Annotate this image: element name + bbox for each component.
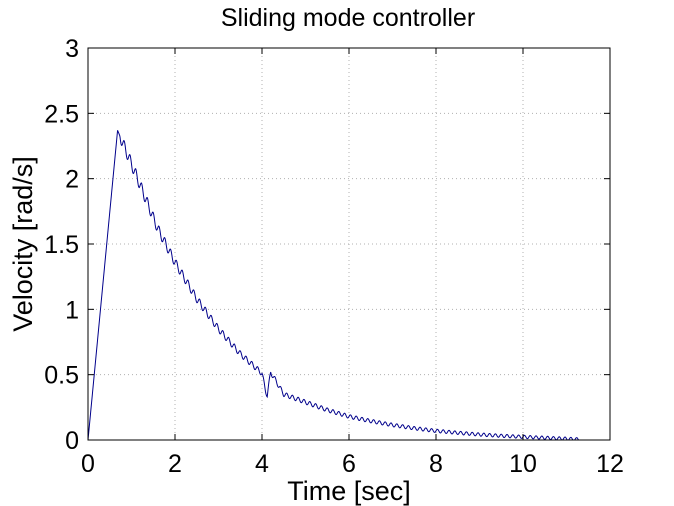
y-tick-label: 1 (65, 296, 79, 324)
chart-title: Sliding mode controller (221, 4, 475, 32)
velocity-line (87, 130, 580, 441)
x-tick-label: 6 (342, 450, 356, 478)
x-tick-label: 0 (81, 450, 95, 478)
y-tick-label: 0.5 (44, 362, 79, 390)
x-tick-label: 12 (596, 450, 624, 478)
y-tick-labels: 0 0.5 1 1.5 2 2.5 3 (44, 35, 79, 455)
y-tick-label: 2 (65, 166, 79, 194)
y-axis-label: Velocity [rad/s] (8, 156, 38, 332)
y-tick-label: 3 (65, 35, 79, 63)
grid (88, 48, 610, 440)
x-tick-label: 8 (429, 450, 443, 478)
ticks (87, 47, 611, 441)
x-tick-labels: 0 2 4 6 8 10 12 (81, 450, 624, 478)
x-tick-label: 2 (168, 450, 182, 478)
y-tick-label: 0 (65, 427, 79, 455)
x-tick-label: 4 (255, 450, 269, 478)
y-tick-label: 2.5 (44, 100, 79, 128)
y-tick-label: 1.5 (44, 231, 79, 259)
x-axis-label: Time [sec] (287, 476, 411, 506)
x-tick-label: 10 (509, 450, 537, 478)
series-group (87, 130, 580, 441)
